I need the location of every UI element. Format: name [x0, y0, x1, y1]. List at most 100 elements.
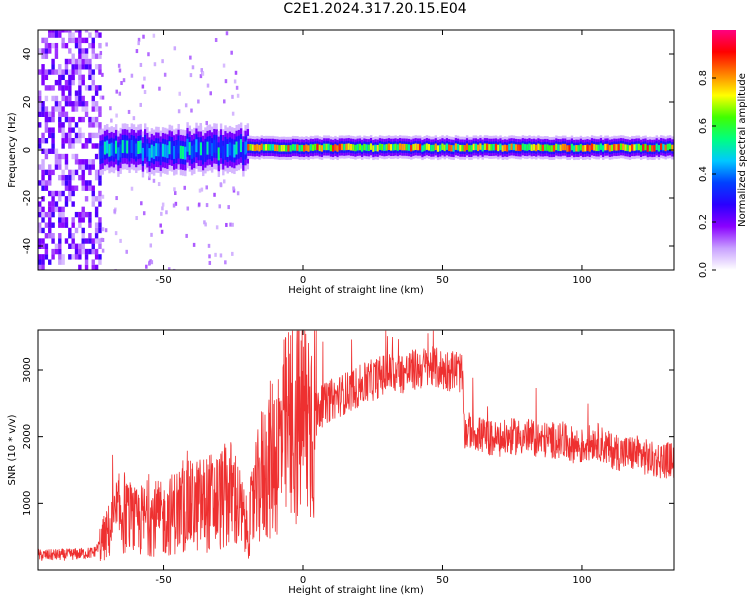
spectrogram-cell — [148, 148, 151, 162]
spectrogram-cell — [78, 48, 82, 54]
spectrogram-cell — [71, 32, 75, 38]
spectrogram-cell — [54, 79, 59, 86]
spectrogram-cell — [74, 58, 79, 65]
spectrogram-cell — [51, 211, 55, 218]
spectrogram-cell — [78, 211, 82, 218]
spectrogram-cell — [383, 144, 386, 151]
spectrogram-cell — [54, 30, 59, 33]
spectrogram-cell — [236, 93, 240, 98]
spectrogram-cell — [213, 139, 216, 153]
spectrogram-cell — [94, 206, 99, 213]
spectrogram-cell — [74, 138, 79, 144]
spectrogram-cell — [197, 99, 200, 104]
spectrogram-cell — [161, 59, 164, 64]
spectrogram-cell — [535, 144, 538, 152]
spectrogram-cell — [74, 227, 79, 234]
spectrogram-cell — [41, 64, 45, 70]
spectrogram-cell — [71, 254, 75, 260]
spectrogram-cell — [164, 144, 167, 158]
spectrogram-cell — [539, 144, 542, 152]
spectrogram-cell — [454, 143, 458, 150]
spectrogram-cell — [98, 122, 102, 128]
spectrogram-cell — [205, 185, 208, 190]
spectrogram-cell — [223, 99, 226, 104]
spectrogram-cell — [356, 144, 359, 151]
spectrogram-cell — [94, 53, 99, 59]
spectrogram-cell — [68, 69, 72, 75]
spectrogram-cell — [401, 143, 404, 151]
spectrogram-cell — [78, 116, 82, 123]
x-tick-label: 100 — [572, 575, 591, 586]
spectrogram-cell — [205, 120, 208, 125]
spectrogram-cell — [412, 144, 415, 151]
spectrogram-cell — [51, 206, 55, 213]
spectrogram-cell — [110, 118, 113, 123]
spectrogram-cell — [468, 145, 471, 152]
spectrogram-cell — [51, 42, 55, 49]
spectrogram-cell — [38, 111, 42, 117]
spectrogram-cell — [405, 143, 409, 151]
spectrogram-cell — [385, 144, 388, 151]
spectrogram-cell — [51, 30, 55, 33]
spectrogram-cell — [94, 143, 99, 149]
spectrogram-cell — [68, 227, 72, 234]
spectrogram-cell — [91, 74, 95, 81]
spectrogram-cell — [78, 264, 82, 270]
spectrogram-cell — [51, 106, 55, 112]
spectrogram-cell — [78, 58, 82, 65]
spectrogram-cell — [101, 145, 104, 159]
spectrogram-cell — [51, 201, 55, 207]
spectrogram-cell — [590, 143, 594, 150]
spectrogram-cell — [262, 144, 266, 151]
spectrogram-cell — [74, 132, 79, 139]
spectrogram-cell — [126, 140, 129, 154]
spectrogram-cell — [552, 145, 556, 152]
spectrogram-cell — [68, 233, 72, 239]
spectrogram-cell — [58, 238, 62, 244]
spectrogram-cell — [51, 196, 55, 202]
spectrogram-cell — [114, 140, 118, 154]
spectrogram-cell — [38, 69, 42, 75]
spectrogram-cell — [503, 144, 507, 152]
spectrogram-cell — [61, 85, 65, 91]
snr-x-axis-label: Height of straight line (km) — [288, 585, 424, 596]
spectrogram-cell — [91, 101, 95, 107]
spectrogram-cell — [311, 144, 315, 151]
spectrogram-cell — [146, 143, 149, 157]
spectrogram-cell — [84, 143, 89, 149]
spectrogram-cell — [81, 217, 85, 223]
spectrogram-cell — [61, 106, 65, 112]
y-tick-label: 20 — [22, 96, 33, 109]
spectrogram-cell — [215, 140, 218, 154]
spectrogram-cell — [88, 58, 92, 65]
spectrogram-cell — [231, 94, 234, 99]
spectrogram-cell — [74, 185, 79, 191]
spectrogram-cell — [188, 142, 192, 156]
spectrogram-cell — [84, 48, 89, 54]
spectrogram-cell — [232, 188, 236, 193]
spectrogram-cell — [94, 122, 99, 128]
spectrogram-cell — [184, 103, 188, 108]
spectrogram-cell — [119, 238, 122, 243]
spectrogram-cell — [323, 143, 326, 151]
page-title: C2E1.2024.317.20.15.E04 — [283, 1, 467, 17]
spectrogram-cell — [214, 37, 218, 42]
spectrogram-cell — [41, 254, 45, 260]
spectrogram-cell — [41, 138, 45, 144]
spectrogram-cell — [94, 233, 99, 239]
spectrogram-cell — [123, 139, 127, 153]
spectrogram-cell — [71, 101, 75, 107]
spectrogram-cell — [58, 222, 62, 228]
spectrogram-cell — [44, 185, 49, 191]
spectrogram-cell — [88, 116, 92, 123]
spectrogram-cell — [71, 201, 75, 207]
spectrogram-cell — [231, 111, 235, 116]
spectrogram-cell — [71, 190, 75, 197]
spectrogram-cell — [81, 174, 85, 181]
spectrogram-cell — [58, 64, 62, 70]
spectrogram-cell — [48, 69, 52, 75]
spectrogram-cell — [71, 174, 75, 181]
spectrogram-cell — [209, 91, 212, 96]
spectrogram-cell — [120, 81, 123, 86]
snr-plot — [38, 330, 674, 562]
